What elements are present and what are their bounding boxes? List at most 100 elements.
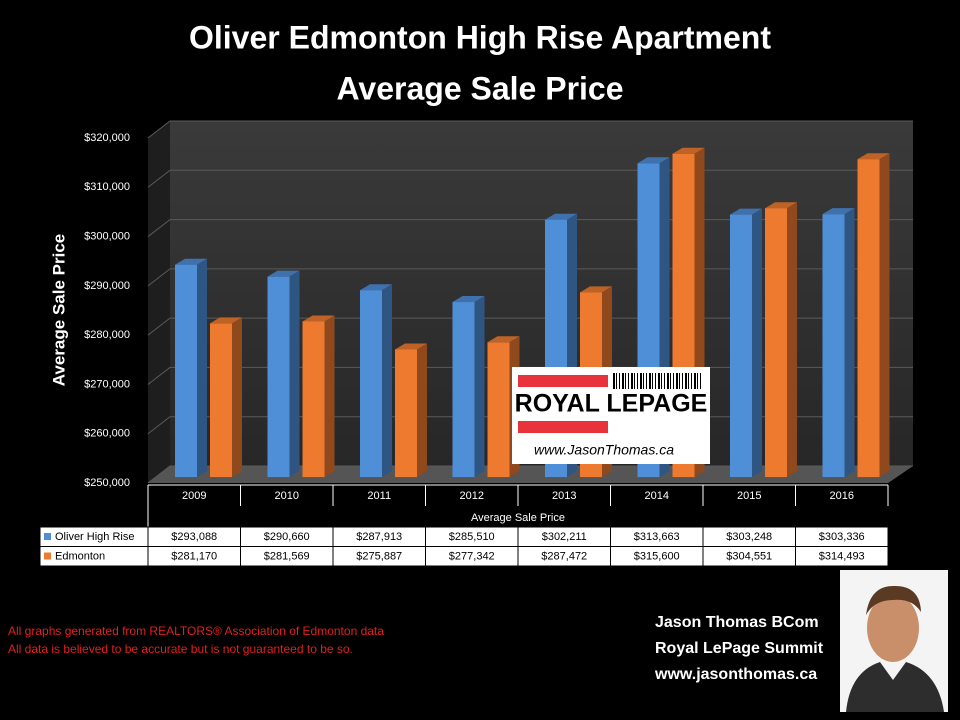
data-label: $313,663 <box>634 531 680 543</box>
bar <box>487 342 510 478</box>
bar-top <box>822 208 855 215</box>
x-tick-label: 2016 <box>830 490 854 502</box>
logo-barcode-line <box>679 373 680 389</box>
bar <box>302 321 325 478</box>
logo-bar <box>518 421 608 433</box>
bar <box>452 302 475 478</box>
bar-top <box>267 270 300 277</box>
data-label: $314,493 <box>819 550 865 562</box>
logo-barcode-line <box>634 373 635 389</box>
data-label: $293,088 <box>171 531 217 543</box>
data-label: $285,510 <box>449 531 495 543</box>
bar-side <box>289 270 300 478</box>
chart-title: Oliver Edmonton High Rise Apartment <box>189 19 771 55</box>
y-tick-label: $320,000 <box>84 132 130 144</box>
chart-subtitle: Average Sale Price <box>337 70 624 106</box>
y-tick-label: $280,000 <box>84 329 130 341</box>
logo-barcode-line <box>661 373 662 389</box>
logo-barcode-line <box>658 373 660 389</box>
bar-top <box>637 157 670 164</box>
y-tick-label: $300,000 <box>84 230 130 242</box>
x-tick-label: 2012 <box>460 490 484 502</box>
data-label: $315,600 <box>634 550 680 562</box>
logo-barcode-line <box>631 373 633 389</box>
logo-barcode-line <box>667 373 669 389</box>
signature: Jason Thomas BCom <box>655 614 819 631</box>
logo-barcode-line <box>628 373 629 389</box>
plot-wall <box>148 121 913 483</box>
bar-top <box>672 147 705 154</box>
logo-barcode-line <box>622 373 624 389</box>
legend-swatch <box>44 552 51 560</box>
note: All data is believed to be accurate but … <box>8 642 353 656</box>
bar-side <box>197 258 207 478</box>
bar <box>857 159 880 478</box>
data-label: $302,211 <box>542 531 587 543</box>
y-axis-label: Average Sale Price <box>49 234 68 386</box>
logo: ROYAL LEPAGE www.JasonThomas.ca <box>512 367 710 464</box>
bar-top <box>302 315 335 322</box>
logo-barcode-line <box>697 373 698 389</box>
logo-barcode-line <box>676 373 678 389</box>
legend-label: Edmonton <box>55 550 105 562</box>
bar-top <box>765 202 797 209</box>
logo-barcode-line <box>646 373 647 389</box>
logo-barcode-line <box>670 373 671 389</box>
data-label: $303,248 <box>726 531 772 543</box>
bar <box>267 276 290 478</box>
logo-barcode-line <box>691 373 692 389</box>
logo-barcode-line <box>616 373 617 389</box>
photo-face <box>867 594 919 662</box>
logo-barcode-line <box>700 373 701 389</box>
bar-side <box>474 296 485 478</box>
logo-barcode-line <box>625 373 626 389</box>
data-label: $287,472 <box>541 550 587 562</box>
logo-barcode-line <box>682 373 683 389</box>
signature: www.jasonthomas.ca <box>654 666 817 683</box>
bar <box>395 349 417 478</box>
legend-label: Oliver High Rise <box>55 531 134 543</box>
data-label: $277,342 <box>449 550 495 562</box>
bar <box>765 208 787 478</box>
x-tick-label: 2015 <box>737 490 761 502</box>
logo-barcode-line <box>643 373 644 389</box>
logo-barcode-line <box>673 373 674 389</box>
bar-top <box>487 336 520 343</box>
logo-barcode-line <box>652 373 653 389</box>
x-tick-label: 2013 <box>552 490 576 502</box>
bar <box>730 214 752 478</box>
x-tick-label: 2014 <box>645 490 669 502</box>
logo-barcode-line <box>655 373 656 389</box>
bar <box>822 214 845 478</box>
logo-barcode-line <box>664 373 665 389</box>
x-tick-label: 2010 <box>275 490 299 502</box>
bar-side <box>324 315 335 478</box>
note: All graphs generated from REALTORS® Asso… <box>8 624 384 638</box>
bar-top <box>360 284 392 291</box>
logo-barcode-line <box>685 373 687 389</box>
data-label: $303,336 <box>819 531 865 543</box>
logo-brand: ROYAL LEPAGE <box>515 390 708 418</box>
y-tick-label: $310,000 <box>84 181 130 193</box>
y-tick-label: $290,000 <box>84 280 130 292</box>
bar-side <box>879 153 890 478</box>
bar-side <box>232 317 242 478</box>
floor <box>148 466 913 483</box>
bar-top <box>730 208 762 215</box>
y-tick-label: $250,000 <box>84 477 130 489</box>
side-wall <box>148 121 170 483</box>
logo-barcode-line <box>640 373 642 389</box>
bar <box>360 290 382 478</box>
bar-side <box>382 284 392 478</box>
logo-barcode-line <box>619 373 620 389</box>
y-tick-label: $260,000 <box>84 428 130 440</box>
logo-url: www.JasonThomas.ca <box>534 442 674 458</box>
signature: Royal LePage Summit <box>655 640 824 657</box>
data-label: $304,551 <box>726 550 772 562</box>
photo-suit <box>846 662 944 712</box>
x-tick-label: 2009 <box>182 490 206 502</box>
bar <box>210 323 232 478</box>
data-label: $281,569 <box>264 550 310 562</box>
bar <box>175 264 197 478</box>
